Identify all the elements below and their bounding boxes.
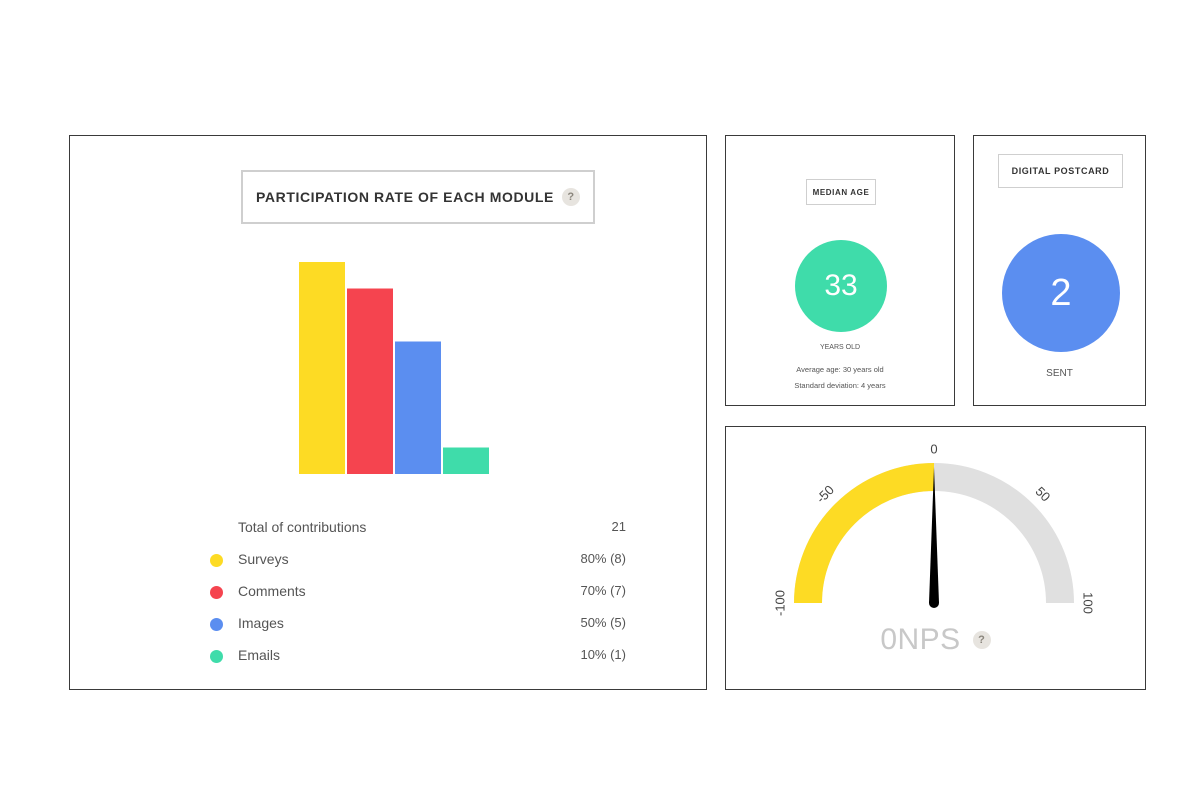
gauge-needle-hub: [929, 598, 939, 608]
participation-panel: PARTICIPATION RATE OF EACH MODULE ? Tota…: [69, 135, 707, 690]
median-age-circle: 33: [795, 240, 887, 332]
legend-dot-surveys: [210, 554, 223, 567]
digital-postcard-panel: DIGITAL POSTCARD 2 SENT: [973, 135, 1146, 406]
gauge-tick-label: 0: [930, 441, 937, 456]
help-icon[interactable]: ?: [972, 631, 991, 649]
bar-emails: [443, 447, 489, 474]
participation-title: PARTICIPATION RATE OF EACH MODULE ?: [241, 170, 595, 224]
postcard-sent-label: SENT: [1046, 368, 1073, 379]
bar-images: [395, 341, 441, 474]
legend-dot-comments: [210, 586, 223, 599]
total-contributions-label: Total of contributions: [238, 519, 367, 535]
gauge-tick-label: 50: [1033, 484, 1054, 505]
legend-value-surveys: 80% (8): [580, 551, 626, 566]
legend-row-surveys: Surveys 80% (8): [210, 551, 626, 571]
legend-row-emails: Emails 10% (1): [210, 647, 626, 667]
digital-postcard-title: DIGITAL POSTCARD: [998, 154, 1123, 188]
average-age-text: Average age: 30 years old: [796, 365, 884, 374]
total-contributions-value: 21: [611, 519, 626, 534]
median-age-unit: YEARS OLD: [819, 344, 861, 351]
legend-label-emails: Emails: [238, 647, 281, 663]
gauge-tick-label: -100: [772, 590, 787, 616]
standard-deviation-text: Standard deviation: 4 years: [794, 381, 886, 390]
gauge-tick-label: -50: [813, 482, 837, 506]
legend-row-comments: Comments 70% (7): [210, 583, 626, 603]
legend-dot-images: [210, 618, 223, 631]
gauge-fill: [794, 463, 935, 604]
bar-surveys: [299, 262, 345, 474]
legend-row-images: Images 50% (5): [210, 615, 626, 635]
participation-title-text: PARTICIPATION RATE OF EACH MODULE: [256, 189, 554, 205]
postcard-count-circle: 2: [1002, 234, 1120, 352]
legend-value-emails: 10% (1): [580, 647, 626, 662]
median-age-title: MEDIAN AGE: [806, 179, 876, 205]
help-icon[interactable]: ?: [561, 188, 580, 206]
legend-value-images: 50% (5): [580, 615, 626, 630]
nps-panel: -100 -50 0 50 100 0NPS ?: [725, 426, 1146, 690]
legend-dot-emails: [210, 650, 223, 663]
bar-comments: [347, 288, 393, 474]
total-contributions-row: Total of contributions 21: [210, 519, 626, 539]
nps-readout-text: 0NPS: [880, 623, 961, 656]
legend-label-surveys: Surveys: [238, 551, 289, 567]
legend-label-comments: Comments: [238, 583, 306, 599]
median-age-panel: MEDIAN AGE 33 YEARS OLD Average age: 30 …: [725, 135, 955, 406]
nps-gauge: -100 -50 0 50 100: [772, 441, 1096, 616]
gauge-needle: [929, 467, 939, 603]
participation-bar-chart: [299, 262, 489, 474]
legend-label-images: Images: [238, 615, 284, 631]
nps-readout: 0NPS ?: [726, 623, 1145, 657]
legend-value-comments: 70% (7): [580, 583, 626, 598]
gauge-tick-label: 100: [1081, 592, 1096, 614]
